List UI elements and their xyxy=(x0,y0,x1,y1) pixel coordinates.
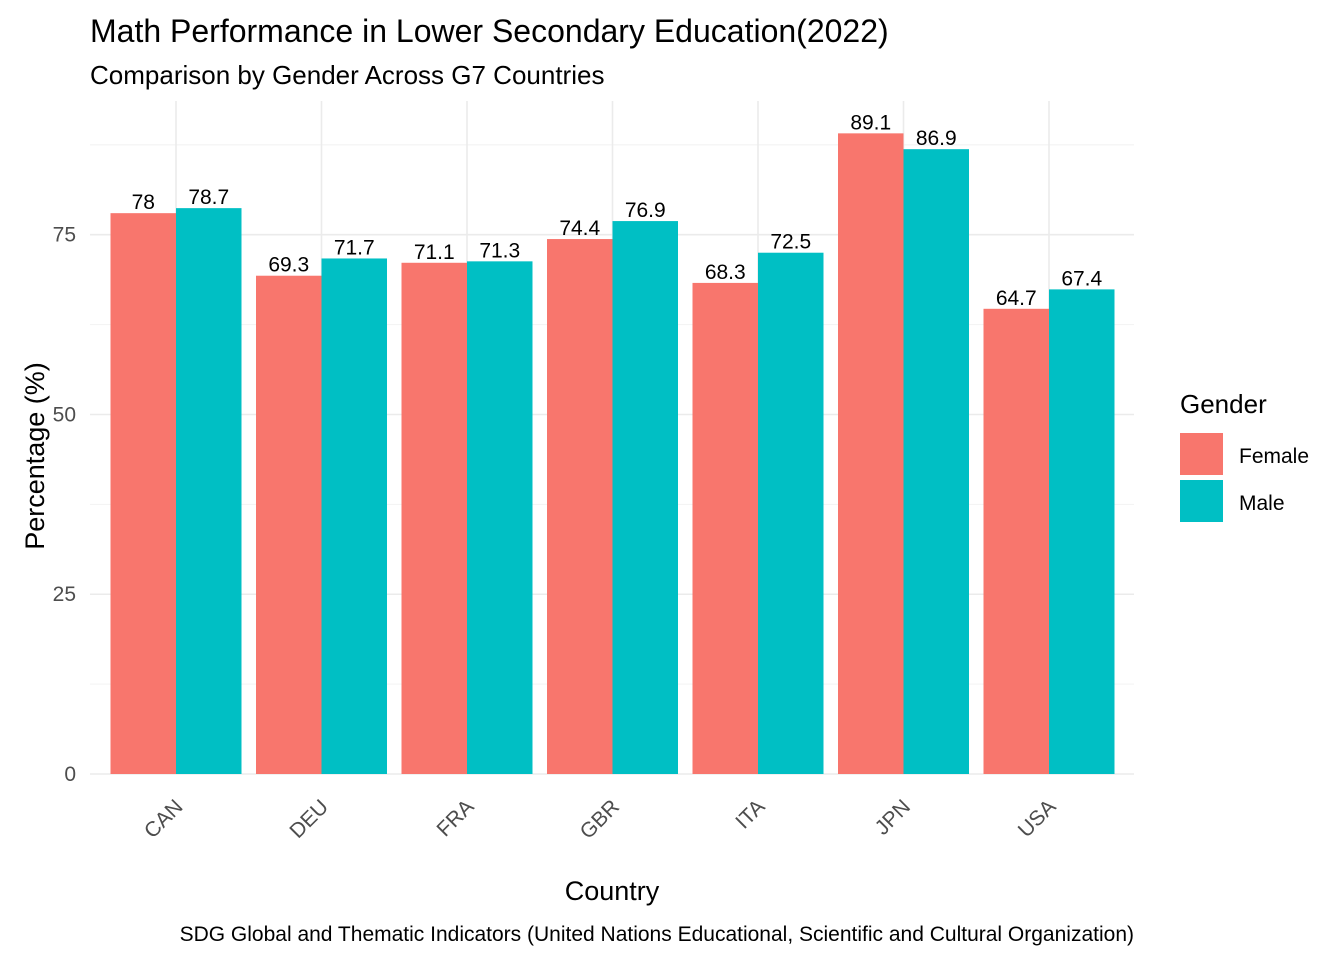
y-tick-label: 50 xyxy=(53,403,76,426)
bar-male-jpn xyxy=(903,149,969,775)
data-label-female-jpn: 89.1 xyxy=(850,111,891,134)
legend-title: Gender xyxy=(1180,389,1267,419)
bar-female-jpn xyxy=(838,133,904,774)
data-label-female-deu: 69.3 xyxy=(268,254,309,277)
data-label-male-gbr: 76.9 xyxy=(625,199,666,222)
data-label-female-can: 78 xyxy=(132,191,155,214)
bar-female-can xyxy=(110,213,176,774)
legend-key-female xyxy=(1180,433,1223,475)
x-axis-title: Country xyxy=(565,876,660,906)
y-tick-label: 75 xyxy=(53,224,76,247)
bar-male-usa xyxy=(1049,289,1115,774)
bar-male-gbr xyxy=(612,221,678,774)
legend-key-male xyxy=(1180,480,1223,522)
data-label-female-gbr: 74.4 xyxy=(559,217,600,240)
chart-subtitle: Comparison by Gender Across G7 Countries xyxy=(90,60,604,90)
data-label-female-ita: 68.3 xyxy=(705,261,746,284)
bar-male-fra xyxy=(467,261,533,774)
data-label-male-jpn: 86.9 xyxy=(916,127,957,150)
data-label-male-ita: 72.5 xyxy=(770,231,811,254)
bar-female-usa xyxy=(983,308,1049,774)
legend-label-male: Male xyxy=(1239,492,1285,515)
bar-female-ita xyxy=(692,282,758,774)
legend: Gender Female Male xyxy=(1180,389,1309,522)
y-axis-title: Percentage (%) xyxy=(20,362,50,550)
data-labels: 78 78.7 69.3 71.7 71.1 71.3 74.4 76.9 68.3 72.5 89… xyxy=(132,111,1103,309)
data-label-male-can: 78.7 xyxy=(188,186,229,209)
bar-male-ita xyxy=(758,252,824,775)
bars xyxy=(110,133,1115,775)
bar-male-deu xyxy=(321,258,387,775)
chart-title: Math Performance in Lower Secondary Educ… xyxy=(90,13,889,49)
data-label-female-usa: 64.7 xyxy=(996,287,1037,310)
bar-male-can xyxy=(176,208,242,774)
chart-caption: SDG Global and Thematic Indicators (Unit… xyxy=(180,923,1134,946)
bar-female-deu xyxy=(256,275,322,774)
data-label-male-usa: 67.4 xyxy=(1061,267,1102,290)
y-tick-label: 25 xyxy=(53,583,76,606)
bar-female-gbr xyxy=(547,239,613,775)
legend-label-female: Female xyxy=(1239,445,1309,468)
data-label-female-fra: 71.1 xyxy=(414,241,455,264)
data-label-male-deu: 71.7 xyxy=(334,236,375,259)
data-label-male-fra: 71.3 xyxy=(479,239,520,262)
bar-female-fra xyxy=(401,262,467,774)
y-tick-label: 0 xyxy=(64,763,76,786)
